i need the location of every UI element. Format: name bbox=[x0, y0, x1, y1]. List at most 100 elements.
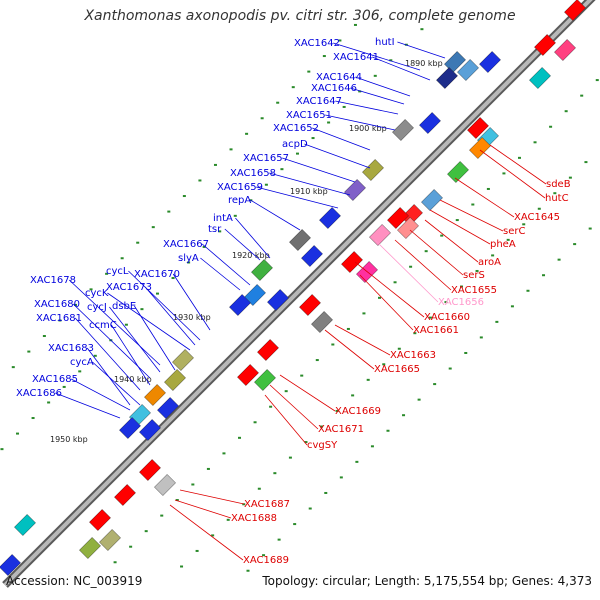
forward-gene-block[interactable] bbox=[289, 229, 311, 251]
forward-gene-label-cycl[interactable]: cycL bbox=[106, 266, 129, 277]
forward-gene-block[interactable] bbox=[139, 419, 161, 441]
forward-gene-label-xac1647[interactable]: XAC1647 bbox=[296, 96, 342, 107]
reverse-gene-block[interactable] bbox=[254, 369, 276, 391]
reverse-gene-label-sdeb[interactable]: sdeB bbox=[546, 179, 571, 190]
forward-gene-label-xac1642[interactable]: XAC1642 bbox=[294, 38, 340, 49]
forward-gene-block[interactable] bbox=[301, 245, 323, 267]
reverse-gene-block[interactable] bbox=[89, 509, 111, 531]
forward-gene-label-cyck[interactable]: cycK bbox=[85, 288, 109, 299]
forward-gene-label-slya[interactable]: slyA bbox=[178, 253, 199, 264]
reverse-gene-block[interactable] bbox=[114, 484, 136, 506]
reverse-gene-block[interactable] bbox=[387, 207, 409, 229]
forward-gene-block[interactable] bbox=[144, 384, 166, 406]
reverse-gene-block[interactable] bbox=[237, 364, 259, 386]
forward-gene-label-xac1667[interactable]: XAC1667 bbox=[163, 239, 209, 250]
reverse-gene-block[interactable] bbox=[257, 339, 279, 361]
track-dot bbox=[382, 363, 386, 366]
reverse-gene-block[interactable] bbox=[529, 67, 551, 89]
reverse-gene-block[interactable] bbox=[154, 474, 176, 496]
reverse-gene-block[interactable] bbox=[564, 0, 586, 21]
forward-gene-label-xac1685[interactable]: XAC1685 bbox=[32, 374, 78, 385]
reverse-gene-label-xac1645[interactable]: XAC1645 bbox=[514, 212, 560, 223]
accession-number[interactable]: NC_003919 bbox=[73, 574, 143, 588]
reverse-gene-label-serc[interactable]: serC bbox=[503, 226, 525, 237]
forward-gene-label-cycj[interactable]: cycJ bbox=[87, 302, 107, 313]
reverse-gene-block[interactable] bbox=[467, 117, 489, 139]
reverse-gene-block[interactable] bbox=[369, 224, 391, 246]
forward-gene-block[interactable] bbox=[479, 51, 501, 73]
forward-gene-block[interactable] bbox=[436, 67, 458, 89]
forward-gene-label-ccmc[interactable]: ccmC bbox=[89, 320, 117, 331]
reverse-gene-block[interactable] bbox=[447, 161, 469, 183]
reverse-gene-block[interactable] bbox=[421, 189, 443, 211]
reverse-gene-label-xac1665[interactable]: XAC1665 bbox=[374, 364, 420, 375]
reverse-gene-block[interactable] bbox=[14, 514, 36, 536]
reverse-gene-label-hutc[interactable]: hutC bbox=[545, 193, 569, 204]
forward-gene-block[interactable] bbox=[157, 397, 179, 419]
reverse-gene-label-xac1687[interactable]: XAC1687 bbox=[244, 499, 290, 510]
forward-gene-label-dsbe[interactable]: dsbE bbox=[112, 301, 136, 312]
forward-gene-label-xac1641[interactable]: XAC1641 bbox=[333, 52, 379, 63]
reverse-gene-block[interactable] bbox=[534, 34, 556, 56]
forward-gene-block[interactable] bbox=[172, 349, 194, 371]
track-dot bbox=[308, 507, 312, 510]
forward-gene-label-xac1670[interactable]: XAC1670 bbox=[134, 269, 180, 280]
reverse-gene-block[interactable] bbox=[79, 537, 101, 559]
forward-gene-label-cyca[interactable]: cycA bbox=[70, 357, 94, 368]
reverse-gene-block[interactable] bbox=[139, 459, 161, 481]
forward-gene-label-xac1678[interactable]: XAC1678 bbox=[30, 275, 76, 286]
reverse-gene-block[interactable] bbox=[554, 39, 576, 61]
forward-gene-block[interactable] bbox=[119, 417, 141, 439]
forward-gene-label-xac1659[interactable]: XAC1659 bbox=[217, 182, 263, 193]
forward-gene-label-xac1652[interactable]: XAC1652 bbox=[273, 123, 319, 134]
reverse-gene-block[interactable] bbox=[469, 137, 491, 159]
reverse-gene-label-xac1661[interactable]: XAC1661 bbox=[413, 325, 459, 336]
forward-gene-label-xac1683[interactable]: XAC1683 bbox=[48, 343, 94, 354]
reverse-gene-label-xac1660[interactable]: XAC1660 bbox=[424, 312, 470, 323]
forward-gene-label-huti[interactable]: hutI bbox=[375, 37, 395, 48]
forward-gene-block[interactable] bbox=[392, 119, 414, 141]
forward-gene-label-xac1657[interactable]: XAC1657 bbox=[243, 153, 289, 164]
forward-gene-block[interactable] bbox=[457, 59, 479, 81]
reverse-gene-label-xac1656[interactable]: XAC1656 bbox=[438, 297, 484, 308]
forward-gene-label-tsr[interactable]: tsr bbox=[208, 224, 222, 235]
reverse-gene-label-xac1689[interactable]: XAC1689 bbox=[243, 555, 289, 566]
forward-gene-block[interactable] bbox=[164, 369, 186, 391]
reverse-gene-label-cvgsy[interactable]: cvgSY bbox=[307, 440, 338, 451]
forward-gene-label-repa[interactable]: repA bbox=[228, 195, 251, 206]
reverse-gene-block[interactable] bbox=[0, 554, 21, 576]
reverse-gene-block[interactable] bbox=[99, 529, 121, 551]
reverse-gene-label-xac1663[interactable]: XAC1663 bbox=[390, 350, 436, 361]
forward-gene-block[interactable] bbox=[319, 207, 341, 229]
forward-gene-label-xac1651[interactable]: XAC1651 bbox=[286, 110, 332, 121]
forward-gene-label-acpd[interactable]: acpD bbox=[282, 139, 308, 150]
reverse-gene-block[interactable] bbox=[299, 294, 321, 316]
track-dot bbox=[315, 359, 319, 362]
forward-gene-label-xac1673[interactable]: XAC1673 bbox=[106, 282, 152, 293]
forward-gene-label-xac1680[interactable]: XAC1680 bbox=[34, 299, 80, 310]
forward-gene-block[interactable] bbox=[419, 112, 441, 134]
forward-gene-label-xac1681[interactable]: XAC1681 bbox=[36, 313, 82, 324]
reverse-gene-label-phea[interactable]: pheA bbox=[490, 239, 516, 250]
forward-gene-label-xac1658[interactable]: XAC1658 bbox=[230, 168, 276, 179]
reverse-gene-label-xac1688[interactable]: XAC1688 bbox=[231, 513, 277, 524]
forward-gene-block[interactable] bbox=[344, 179, 366, 201]
reverse-gene-block[interactable] bbox=[341, 251, 363, 273]
track-dot bbox=[276, 101, 280, 104]
reverse-gene-label-xac1655[interactable]: XAC1655 bbox=[451, 285, 497, 296]
forward-gene-block[interactable] bbox=[267, 289, 289, 311]
reverse-gene-label-xac1669[interactable]: XAC1669 bbox=[335, 406, 381, 417]
forward-gene-label-xac1686[interactable]: XAC1686 bbox=[16, 388, 62, 399]
reverse-gene-block[interactable] bbox=[401, 204, 423, 226]
forward-gene-block[interactable] bbox=[251, 259, 273, 281]
leader-line bbox=[128, 270, 201, 341]
reverse-gene-label-sers[interactable]: serS bbox=[463, 270, 485, 281]
forward-gene-label-xac1644[interactable]: XAC1644 bbox=[316, 72, 362, 83]
reverse-gene-block[interactable] bbox=[311, 311, 333, 333]
reverse-gene-label-aroa[interactable]: aroA bbox=[478, 257, 501, 268]
forward-gene-block[interactable] bbox=[229, 294, 251, 316]
reverse-gene-label-xac1671[interactable]: XAC1671 bbox=[318, 424, 364, 435]
forward-gene-block[interactable] bbox=[362, 159, 384, 181]
forward-gene-label-inta[interactable]: intA bbox=[213, 213, 233, 224]
forward-gene-label-xac1646[interactable]: XAC1646 bbox=[311, 83, 357, 94]
